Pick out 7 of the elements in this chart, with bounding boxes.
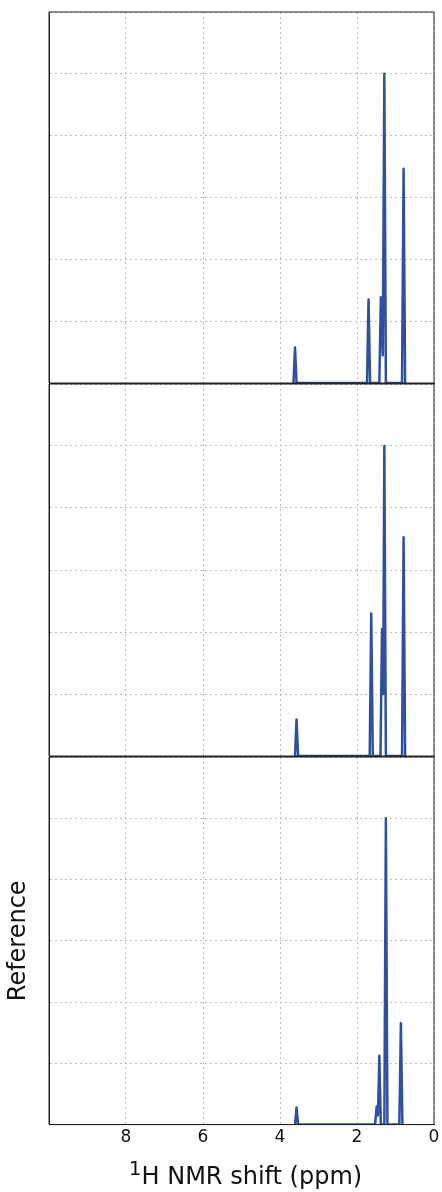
x-axis-title: $^{1}$H NMR shift (ppm) — [127, 1155, 364, 1192]
x-tick-label: 0 — [428, 1126, 440, 1147]
x-tick-label: 4 — [274, 1126, 286, 1147]
y-axis-title: Reference — [2, 880, 31, 1002]
x-tick-label: 2 — [351, 1126, 363, 1147]
x-tick-label: 8 — [120, 1126, 132, 1147]
x-tick-label: 6 — [197, 1126, 209, 1147]
